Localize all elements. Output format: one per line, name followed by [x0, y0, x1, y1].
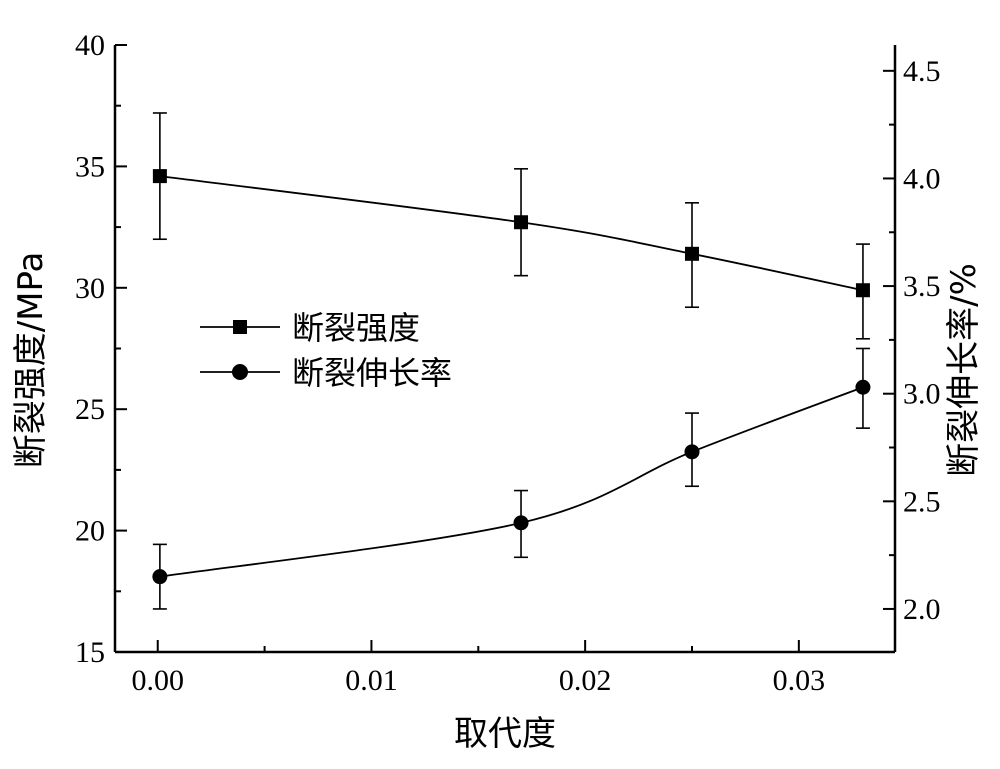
y-axis-left-title: 断裂强度/MPa	[11, 252, 51, 469]
y-right-tick-label: 2.5	[903, 485, 941, 518]
x-tick-label: 0.02	[559, 664, 612, 697]
y-left-tick-label: 40	[75, 29, 105, 62]
data-point-square	[684, 246, 699, 261]
series-line-0	[159, 175, 864, 292]
y-right-tick-label: 4.5	[903, 55, 941, 88]
series-layer	[152, 112, 871, 610]
x-axis-title: 取代度	[454, 714, 556, 754]
y-left-tick-label: 30	[75, 272, 105, 305]
data-point-circle	[513, 515, 529, 531]
x-tick-label: 0.00	[131, 664, 184, 697]
legend-marker-circle	[232, 364, 248, 380]
ticks-layer: 0.00 0.01 0.02 0.03 15 20 25 30 35 40 2.0 2.5 3.0 3.5…	[75, 29, 941, 697]
y-left-tick-label: 35	[75, 150, 105, 183]
y-right-tick-label: 3.5	[903, 270, 941, 303]
y-axis-right-title: 断裂伸长率/%	[944, 263, 984, 477]
data-point-circle	[855, 379, 871, 395]
y-right-tick-label: 4.0	[903, 162, 941, 195]
x-tick-label: 0.01	[345, 664, 398, 697]
data-point-square	[855, 283, 870, 298]
y-left-tick-label: 20	[75, 515, 105, 548]
data-point-square	[514, 215, 529, 230]
data-point-square	[152, 169, 167, 184]
x-tick-label: 0.03	[773, 664, 826, 697]
legend: 断裂强度 断裂伸长率	[200, 309, 452, 392]
y-left-tick-label: 15	[75, 636, 105, 669]
y-left-tick-label: 25	[75, 393, 105, 426]
legend-label-strength: 断裂强度	[292, 309, 420, 347]
legend-marker-square	[233, 320, 247, 334]
y-right-tick-label: 2.0	[903, 593, 941, 626]
data-point-circle	[152, 569, 168, 585]
legend-label-elongation: 断裂伸长率	[292, 354, 452, 392]
data-point-circle	[684, 444, 700, 460]
y-right-tick-label: 3.0	[903, 378, 941, 411]
series-line-1	[159, 386, 864, 578]
